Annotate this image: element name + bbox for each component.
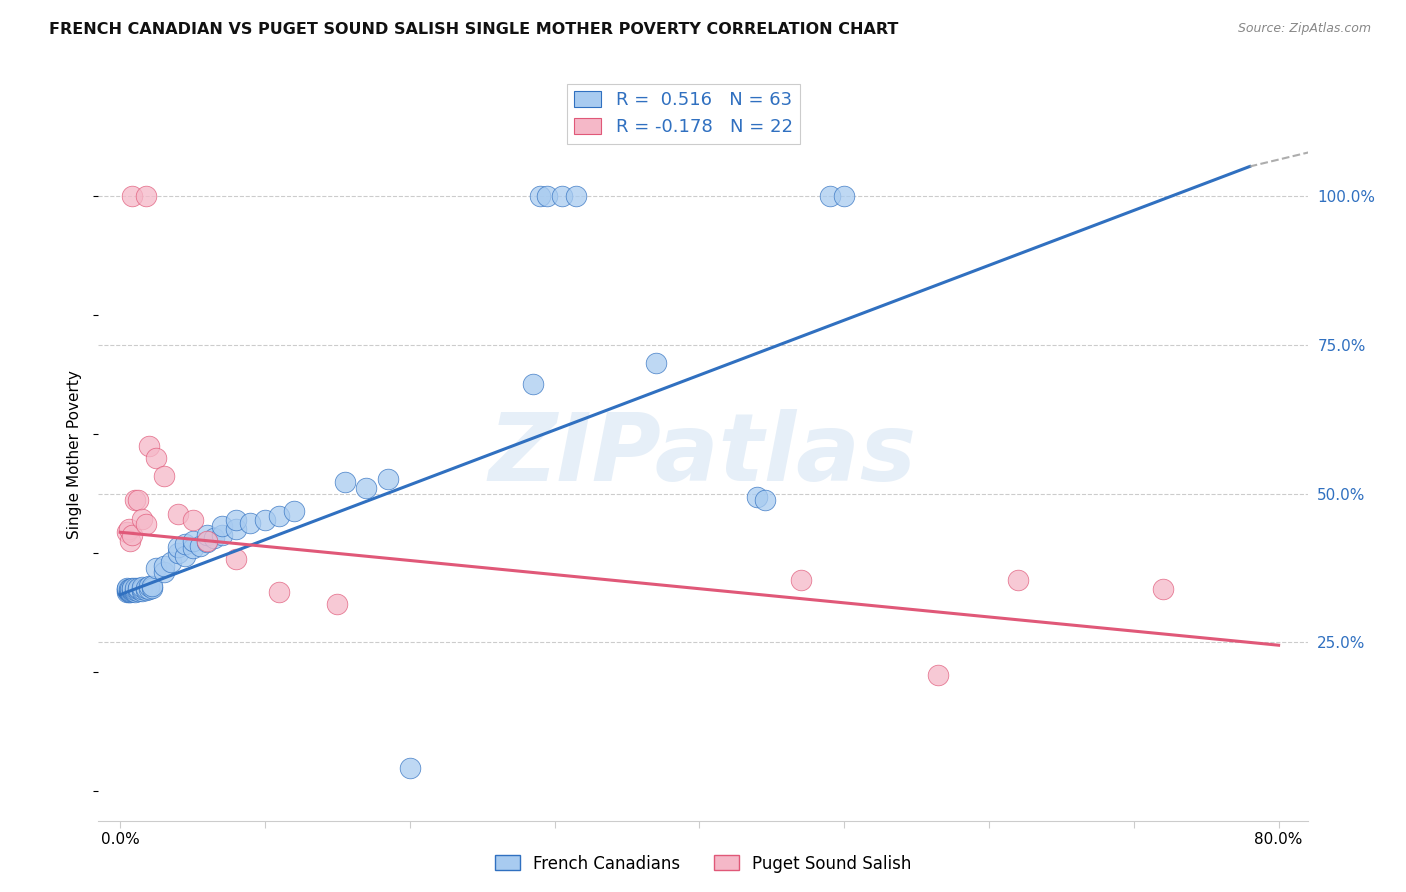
Point	[117, 582, 139, 596]
Point	[127, 584, 149, 599]
Point	[138, 579, 160, 593]
Point	[135, 517, 157, 532]
Text: FRENCH CANADIAN VS PUGET SOUND SALISH SINGLE MOTHER POVERTY CORRELATION CHART: FRENCH CANADIAN VS PUGET SOUND SALISH SI…	[49, 22, 898, 37]
Point	[124, 582, 146, 597]
Point	[131, 583, 153, 598]
Point	[747, 490, 769, 504]
Point	[167, 546, 190, 560]
Point	[138, 439, 160, 453]
Point	[145, 450, 167, 465]
Point	[818, 189, 841, 203]
Point	[159, 555, 181, 569]
Point	[927, 668, 949, 682]
Point	[174, 549, 197, 563]
Point	[188, 539, 211, 553]
Point	[124, 492, 146, 507]
Point	[135, 189, 157, 203]
Point	[551, 189, 574, 203]
Point	[152, 559, 174, 574]
Point	[127, 492, 149, 507]
Point	[131, 511, 153, 525]
Point	[145, 561, 167, 575]
Point	[118, 584, 141, 599]
Point	[141, 581, 163, 595]
Text: Source: ZipAtlas.com: Source: ZipAtlas.com	[1237, 22, 1371, 36]
Point	[124, 584, 146, 599]
Point	[239, 516, 262, 531]
Point	[832, 189, 855, 203]
Point	[211, 519, 233, 533]
Point	[529, 189, 551, 203]
Point	[253, 513, 276, 527]
Point	[333, 475, 356, 489]
Text: ZIPatlas: ZIPatlas	[489, 409, 917, 501]
Point	[117, 581, 139, 595]
Point	[120, 585, 142, 599]
Point	[152, 565, 174, 579]
Point	[225, 552, 247, 566]
Point	[790, 573, 813, 587]
Point	[1152, 582, 1174, 596]
Point	[141, 579, 163, 593]
Point	[121, 582, 143, 597]
Point	[754, 492, 776, 507]
Point	[167, 508, 190, 522]
Point	[565, 189, 588, 203]
Legend: R =  0.516   N = 63, R = -0.178   N = 22: R = 0.516 N = 63, R = -0.178 N = 22	[567, 84, 800, 144]
Point	[121, 582, 143, 596]
Point	[356, 481, 378, 495]
Point	[131, 580, 153, 594]
Point	[211, 528, 233, 542]
Point	[398, 761, 420, 775]
Point	[181, 541, 204, 556]
Point	[127, 581, 149, 595]
Point	[117, 582, 139, 597]
Point	[121, 528, 143, 542]
Point	[269, 584, 291, 599]
Point	[120, 582, 142, 597]
Point	[127, 582, 149, 597]
Point	[117, 584, 139, 599]
Point	[195, 534, 218, 549]
Point	[131, 582, 153, 596]
Point	[174, 537, 197, 551]
Legend: French Canadians, Puget Sound Salish: French Canadians, Puget Sound Salish	[488, 848, 918, 880]
Point	[121, 584, 143, 599]
Point	[377, 472, 399, 486]
Point	[195, 535, 218, 549]
Point	[121, 581, 143, 595]
Point	[645, 356, 668, 370]
Point	[195, 528, 218, 542]
Point	[118, 522, 141, 536]
Point	[283, 504, 305, 518]
Point	[522, 376, 544, 391]
Point	[269, 509, 291, 524]
Point	[121, 189, 143, 203]
Point	[326, 597, 349, 611]
Point	[120, 583, 142, 598]
Point	[225, 513, 247, 527]
Point	[202, 531, 225, 545]
Point	[117, 525, 139, 540]
Point	[1007, 573, 1029, 587]
Point	[120, 534, 142, 549]
Point	[118, 582, 141, 596]
Y-axis label: Single Mother Poverty: Single Mother Poverty	[67, 370, 83, 540]
Point	[124, 581, 146, 595]
Point	[225, 522, 247, 536]
Point	[152, 468, 174, 483]
Point	[138, 582, 160, 596]
Point	[118, 583, 141, 598]
Point	[536, 189, 558, 203]
Point	[167, 540, 190, 554]
Point	[135, 582, 157, 597]
Point	[181, 534, 204, 549]
Point	[135, 581, 157, 595]
Point	[181, 513, 204, 527]
